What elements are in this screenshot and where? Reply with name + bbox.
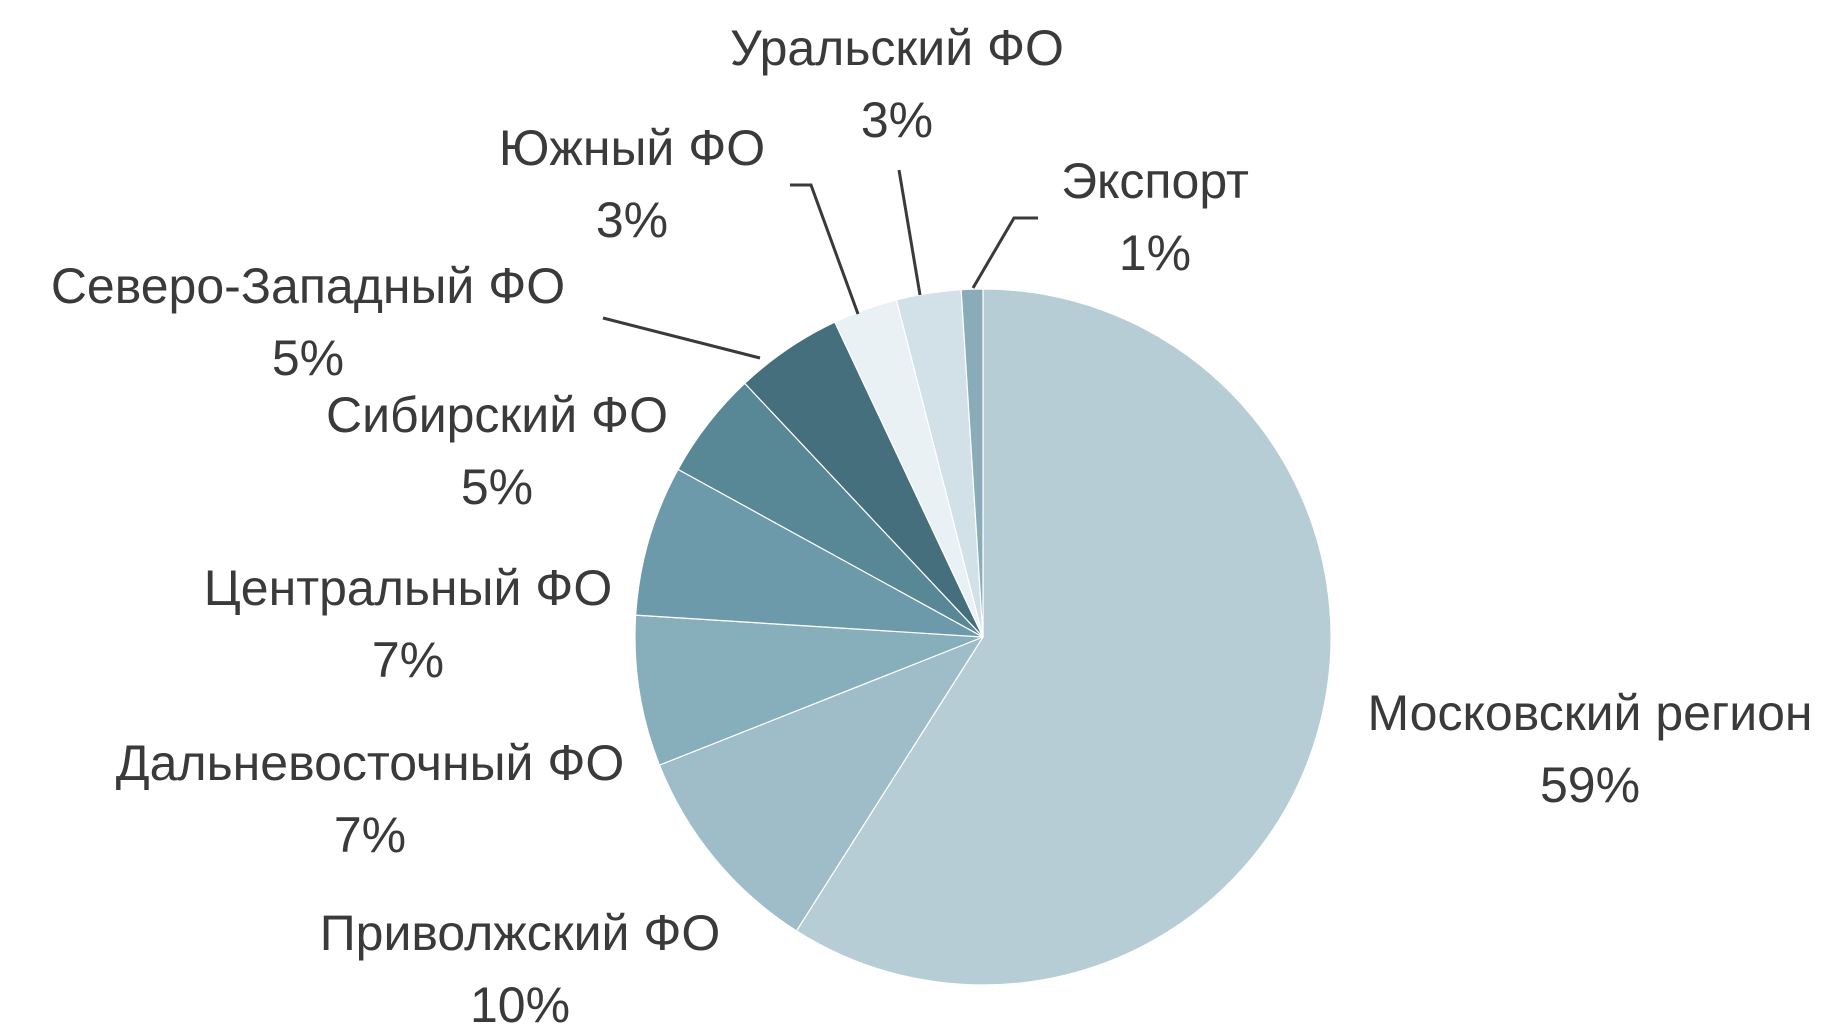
slice-label-4: Центральный ФО: [204, 560, 612, 616]
leader-line-6: [602, 316, 761, 360]
slice-label-6: Северо-Западный ФО: [51, 258, 565, 314]
pie-slice-3: [634, 614, 984, 766]
pie-slice-4: [635, 468, 984, 638]
slice-percent-3: 7%: [334, 807, 406, 863]
slice-label-8: Уральский ФО: [730, 20, 1064, 76]
leader-line-7: [790, 183, 860, 315]
slice-percent-7: 3%: [596, 192, 668, 248]
leader-line-8: [897, 169, 922, 296]
slice-label-5: Сибирский ФО: [326, 387, 668, 443]
slice-percent-1: 59%: [1540, 757, 1640, 813]
leader-line-9: [971, 216, 1038, 289]
slice-label-1: Московский регион: [1367, 685, 1812, 741]
slice-label-9: Экспорт: [1061, 153, 1249, 209]
slice-percent-8: 3%: [861, 92, 933, 148]
pie-slice-1: [795, 288, 1332, 986]
slice-percent-4: 7%: [372, 632, 444, 688]
pie-slice-9: [960, 288, 984, 638]
slice-label-7: Южный ФО: [499, 120, 765, 176]
slice-labels: Московский регион 59% Приволжский ФО 10% Дал…: [51, 20, 1813, 1030]
leader-lines: [602, 169, 1038, 360]
slice-percent-2: 10%: [470, 977, 570, 1030]
slice-percent-9: 1%: [1119, 225, 1191, 281]
slice-percent-6: 5%: [272, 330, 344, 386]
slice-label-2: Приволжский ФО: [320, 905, 721, 961]
pie-slice-2: [658, 635, 985, 932]
pie-slices: [634, 288, 1332, 986]
slice-percent-5: 5%: [461, 459, 533, 515]
slice-label-3: Дальневосточный ФО: [116, 735, 625, 791]
